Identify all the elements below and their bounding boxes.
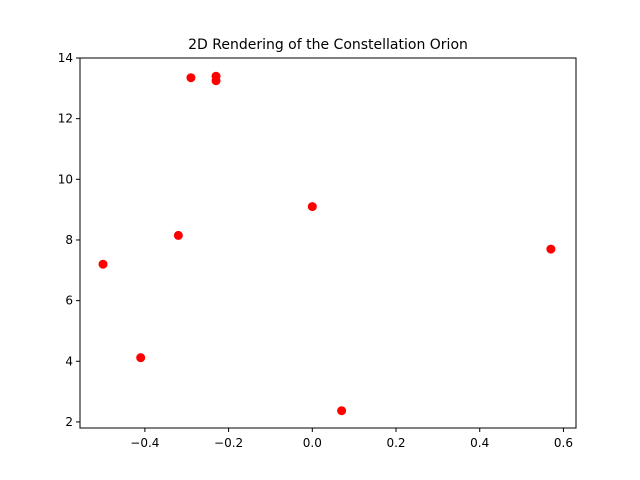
data-points — [98, 71, 556, 416]
y-tick-label: 12 — [58, 112, 73, 126]
data-point — [546, 244, 556, 254]
x-tick-label: 0.4 — [470, 436, 489, 450]
chart-title: 2D Rendering of the Constellation Orion — [188, 37, 468, 53]
data-point — [173, 230, 183, 240]
y-tick-label: 2 — [65, 415, 73, 429]
data-point — [211, 76, 221, 86]
y-tick-label: 10 — [58, 172, 73, 186]
x-tick-label: −0.4 — [130, 436, 159, 450]
x-tick-label: −0.2 — [214, 436, 243, 450]
x-tick-label: 0.2 — [386, 436, 405, 450]
data-point — [136, 353, 146, 363]
x-tick-label: 0.6 — [554, 436, 573, 450]
x-tick-label: 0.0 — [303, 436, 322, 450]
data-point — [307, 202, 317, 212]
data-point — [337, 406, 347, 416]
x-axis-ticks: −0.4 −0.2 0.0 0.2 0.4 0.6 — [130, 428, 573, 450]
plot-area-frame — [79, 57, 577, 429]
y-axis-ticks: 2 4 6 8 10 12 14 — [58, 51, 80, 429]
data-point — [186, 73, 196, 83]
y-tick-label: 14 — [58, 51, 73, 65]
y-tick-label: 6 — [65, 294, 73, 308]
y-tick-label: 4 — [65, 354, 73, 368]
y-tick-label: 8 — [65, 233, 73, 247]
data-point — [98, 259, 108, 269]
